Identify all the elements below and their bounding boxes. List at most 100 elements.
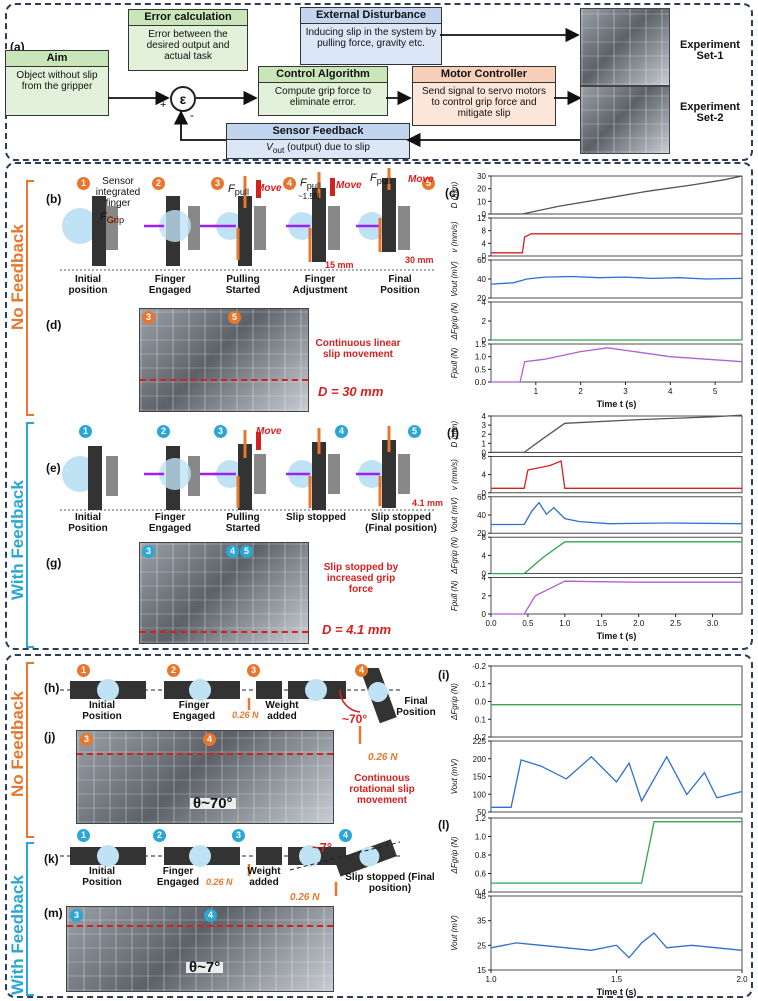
c-ytick-label: 0 (482, 252, 487, 261)
panel-g-photo (139, 542, 309, 644)
panel-m-photo (66, 906, 334, 992)
fpull-symbol-b3: F (228, 183, 235, 195)
c-ytick-label: 4 (482, 239, 487, 248)
l-ytick-label: 1.0 (475, 833, 487, 842)
external-disturbance-box: External Disturbance Inducing slip in th… (300, 7, 442, 65)
c-series-line (491, 347, 743, 383)
step-badge-j4: 4 (203, 733, 216, 746)
panel-e-schematic (60, 426, 435, 511)
caption-h3: Weight added (265, 700, 299, 722)
f-subplot-frame (490, 415, 743, 453)
c-ytick-label: 4 (482, 298, 487, 307)
with-feedback-bracket-1 (26, 422, 34, 648)
panel-label-d: (d) (46, 318, 62, 332)
caption-b3: Pulling Started (225, 274, 261, 296)
f-ytick-label: 2 (482, 430, 487, 439)
experiment-set-1-photo (580, 8, 670, 86)
error-calc-title: Error calculation (129, 10, 247, 26)
aim-box: Aim Object without slip from the gripper (5, 50, 109, 116)
c-xlabel: Time t (s) (597, 399, 637, 409)
f-xtick-label: 2.5 (670, 619, 682, 628)
c-ytick-label: 20 (477, 185, 486, 194)
l-ylabel: ΔFgrip (N) (450, 836, 459, 874)
i-subplot-frame (490, 665, 743, 738)
angle-k4: ~7° (312, 840, 333, 855)
step-badge-e5: 5 (408, 425, 421, 438)
f-ytick-label: 3 (482, 421, 487, 430)
step-badge-k1: 1 (77, 829, 90, 842)
angle-h4: ~70° (342, 712, 368, 726)
fpull-symbol-b5: F (370, 172, 377, 184)
c-xtick-label: 3 (623, 387, 628, 396)
weight-k3: 0.26 N (206, 877, 233, 887)
with-feedback-bracket-2 (26, 842, 34, 996)
caption-k2: Finger Engaged (156, 866, 200, 888)
step-badge-b4: 4 (283, 177, 296, 190)
c-xtick-label: 2 (578, 387, 583, 396)
f-ytick-label: 0 (482, 448, 487, 457)
l-ytick-label: 45 (477, 892, 486, 901)
c-ytick-label: 10 (477, 197, 486, 206)
l-ytick-label: 0.8 (475, 851, 487, 860)
l-subplot-frame (490, 895, 743, 971)
f-xtick-label: 2.0 (633, 619, 645, 628)
f-ytick-label: 2 (482, 592, 487, 601)
panel-g-distance: D = 4.1 mm (322, 622, 392, 637)
c-xtick-label: 4 (668, 387, 673, 396)
control-algorithm-text: Compute grip force to eliminate error. (274, 86, 372, 108)
f-ylabel: D (mm) (450, 421, 459, 448)
caption-b1: Initial position (68, 274, 108, 296)
aim-text: Object without slip from the gripper (16, 70, 98, 92)
panel-label-j: (j) (44, 730, 56, 744)
l-xlabel: Time t (s) (597, 987, 637, 997)
fpull-label-b3: Fpull (228, 184, 249, 198)
i-ytick-label: 150 (473, 773, 487, 782)
move-label-e3: Move (256, 426, 282, 437)
motor-controller-title: Motor Controller (413, 67, 555, 83)
step-badge-d5: 5 (228, 311, 241, 324)
step-badge-e4: 4 (335, 425, 348, 438)
c-ylabel: v (mm/s) (450, 221, 459, 252)
f-ytick-label: 4 (482, 412, 487, 421)
panel-label-f: (f) (447, 426, 459, 440)
sensor-feedback-text: Vout (output) due to slip (227, 140, 409, 158)
f-ytick-label: 0 (482, 610, 487, 619)
error-calc-text: Error between the desired output and act… (146, 29, 230, 62)
fgrip-symbol-b: F (100, 211, 107, 223)
c-series-line (490, 275, 743, 285)
caption-k1: Initial Position (82, 866, 122, 888)
sensor-feedback-box: Sensor Feedback Vout (output) due to sli… (226, 123, 410, 159)
with-feedback-label-1: With Feedback (8, 480, 27, 600)
move-label-b4: Move (336, 180, 362, 191)
control-algorithm-box: Control Algorithm Compute grip force to … (258, 66, 388, 116)
panel-b-schematic (60, 168, 435, 271)
f-ytick-label: 1 (482, 439, 487, 448)
chart-l: 0.4 0.6 0.8 1.0 1.2 ΔFgrip (N) 15 25 35 45 Vout (m… (450, 814, 748, 997)
f-xtick-label: 1.5 (596, 619, 608, 628)
i-ylabel: ΔFgrip (N) (450, 683, 459, 721)
step-badge-g4: 4 (226, 545, 239, 558)
panel-hm-border (5, 654, 753, 998)
caption-e4: Slip stopped (286, 512, 346, 523)
c-ylabel: D (mm) (450, 181, 459, 208)
fgrip-label-b: FGrip (100, 212, 124, 226)
c-subplot-frame (490, 217, 743, 257)
step-badge-k3: 3 (232, 829, 245, 842)
panel-g-note: Slip stopped by increased grip force (323, 562, 399, 595)
panel-j-note: Continuous rotational slip movement (349, 773, 415, 806)
caption-b5: Final Position (380, 274, 420, 296)
panel-d-note: Continuous linear slip movement (315, 338, 401, 360)
panel-label-e: (e) (46, 461, 61, 475)
panel-label-k: (k) (44, 852, 59, 866)
caption-h4: Final Position (396, 696, 436, 718)
f-xtick-label: 3.0 (707, 619, 719, 628)
vout-symbol: V (266, 142, 273, 153)
c-series-line (491, 233, 742, 254)
l-ylabel: Vout (mV) (450, 915, 459, 951)
caption-h2: Finger Engaged (172, 700, 216, 722)
l-ytick-label: 35 (477, 917, 486, 926)
motor-controller-box: Motor Controller Send signal to servo mo… (412, 66, 556, 126)
fpull-note-b4: ~1.5N (298, 192, 320, 201)
step-badge-e2: 2 (157, 425, 170, 438)
